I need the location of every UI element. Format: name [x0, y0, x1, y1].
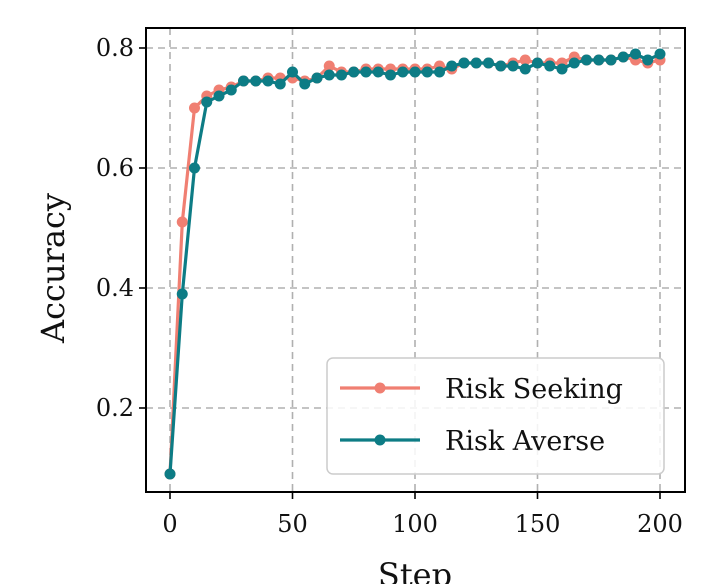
data-point: [323, 60, 335, 72]
y-tick-label: 0.6: [96, 154, 134, 182]
data-point: [189, 102, 200, 114]
data-point: [360, 66, 372, 78]
data-point: [581, 54, 592, 66]
y-axis-title: Accuracy: [34, 193, 72, 344]
data-point: [176, 288, 188, 300]
legend-label: Risk Averse: [445, 426, 605, 457]
data-point: [421, 66, 433, 78]
data-point: [164, 468, 176, 480]
data-point: [323, 69, 335, 81]
data-point: [446, 60, 458, 72]
data-point: [495, 60, 507, 72]
legend-swatch-marker: [374, 434, 386, 446]
legend-entries: Risk Seeking Risk Averse: [340, 374, 623, 457]
data-point: [630, 48, 641, 60]
data-point: [532, 57, 543, 69]
data-point: [213, 90, 225, 102]
data-point: [311, 72, 323, 84]
data-point: [250, 75, 262, 87]
legend: Risk Seeking Risk Averse: [326, 357, 665, 475]
data-point: [274, 78, 286, 90]
data-point: [372, 66, 384, 78]
tick-labels: 0 50 100 150 200 0.2 0.4 0.6 0.8: [96, 34, 683, 538]
data-point: [225, 84, 237, 96]
data-point: [336, 69, 347, 81]
data-point: [434, 66, 445, 78]
data-point: [348, 66, 360, 78]
x-tick-label: 150: [515, 510, 561, 538]
data-point: [642, 54, 654, 66]
data-point: [385, 69, 396, 81]
data-point: [593, 54, 605, 66]
x-axis-title: Step: [378, 556, 452, 584]
data-point: [519, 54, 531, 66]
x-tick-label: 200: [637, 510, 683, 538]
data-point: [654, 48, 666, 60]
data-point: [299, 78, 311, 90]
data-point: [262, 75, 274, 87]
x-tick-label: 50: [277, 510, 308, 538]
data-point: [189, 162, 200, 174]
data-point: [617, 51, 629, 63]
data-point: [519, 63, 531, 75]
x-tick-label: 100: [392, 510, 438, 538]
data-point: [397, 66, 409, 78]
data-point: [483, 57, 494, 69]
y-tick-label: 0.8: [96, 34, 134, 62]
data-point: [568, 57, 580, 69]
data-point: [409, 66, 421, 78]
data-point: [287, 66, 298, 78]
data-point: [605, 54, 617, 66]
data-point: [201, 96, 213, 108]
legend-swatch-marker: [374, 382, 386, 394]
axis-ticks: [139, 47, 661, 499]
y-tick-label: 0.2: [96, 394, 134, 422]
series-layer: [164, 48, 666, 480]
data-point: [458, 57, 470, 69]
data-point: [507, 60, 519, 72]
legend-label: Risk Seeking: [445, 374, 623, 405]
data-point: [238, 75, 249, 87]
data-point: [544, 60, 556, 72]
data-point: [176, 216, 188, 228]
x-tick-label: 0: [162, 510, 177, 538]
data-point: [470, 57, 482, 69]
y-tick-label: 0.4: [96, 274, 134, 302]
data-point: [556, 63, 568, 75]
series-2: [164, 48, 666, 480]
